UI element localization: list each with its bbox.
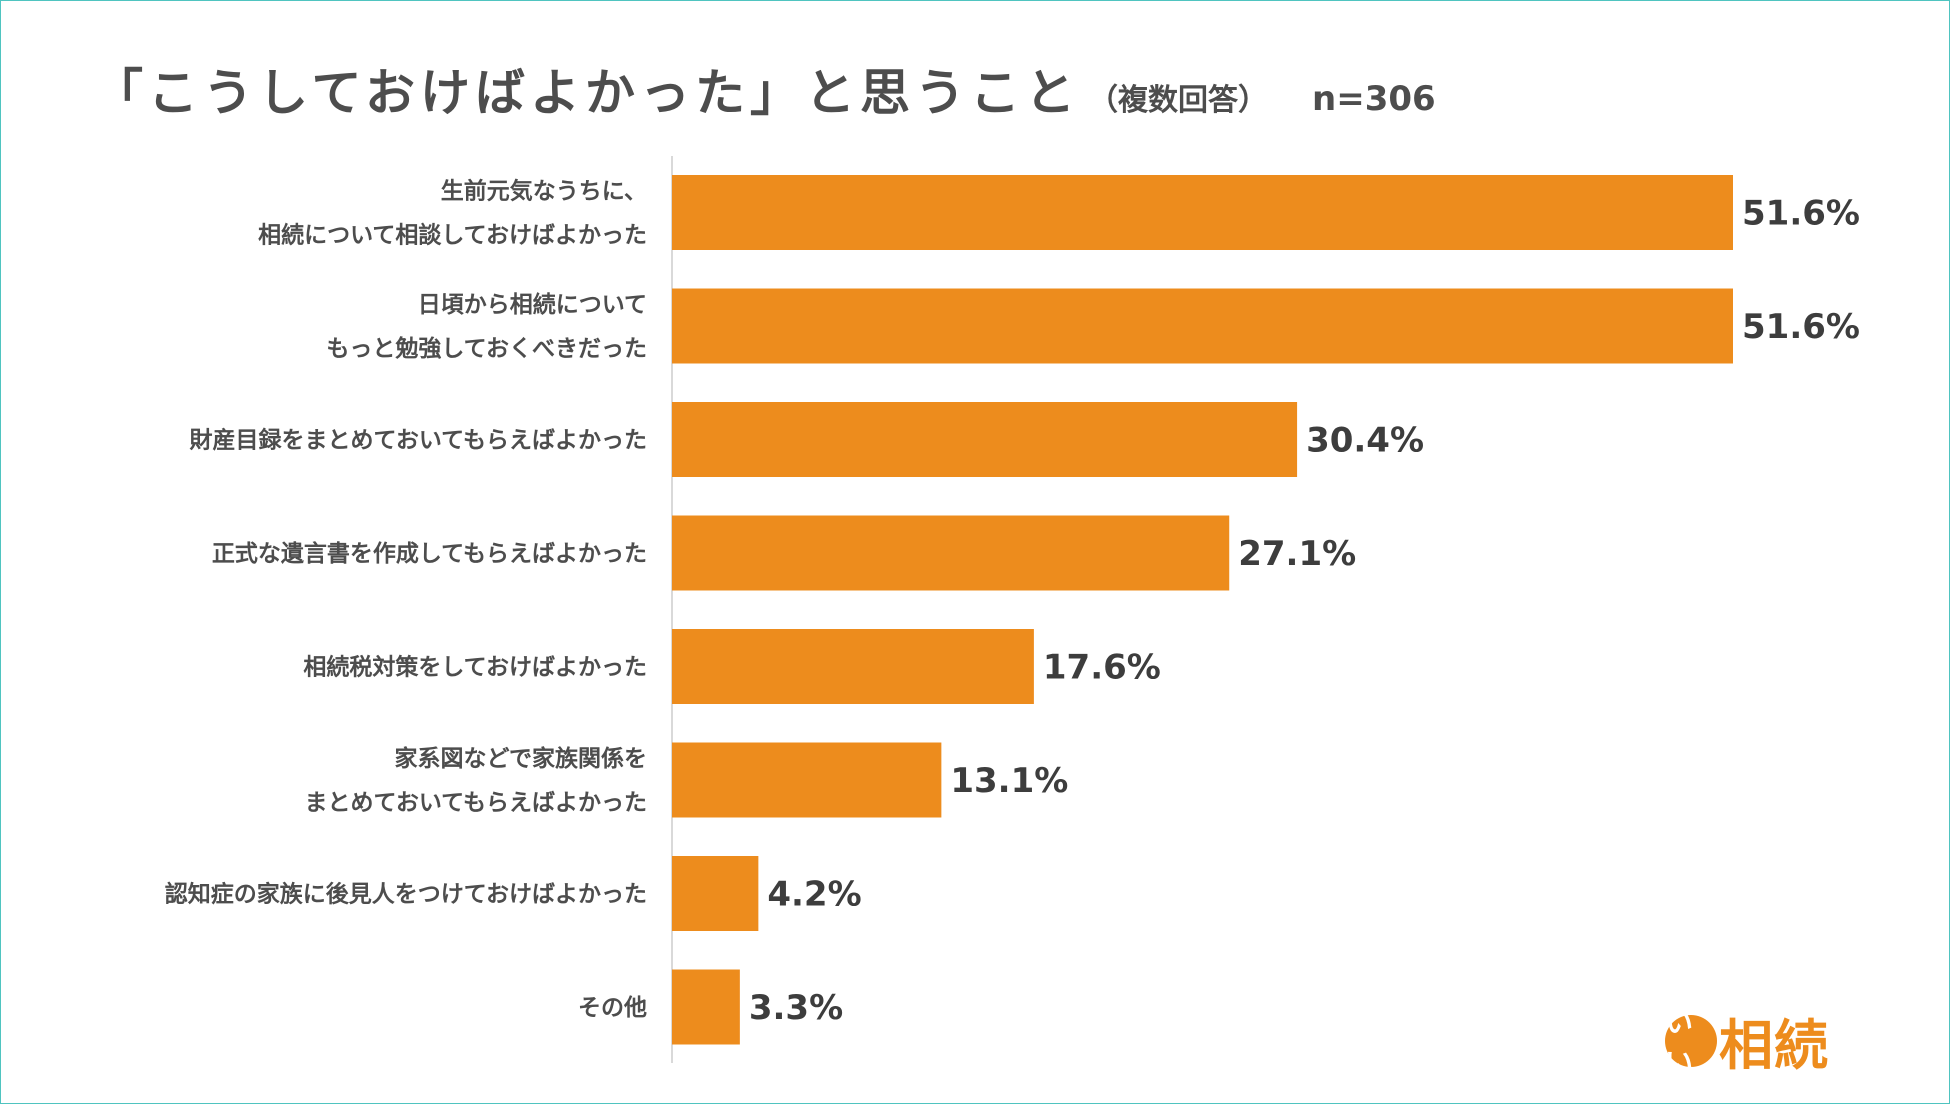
sample-size: n=306 <box>1312 79 1436 119</box>
bar <box>672 175 1733 250</box>
bar <box>672 402 1298 477</box>
bar <box>672 742 942 818</box>
bar <box>672 856 759 931</box>
category-label-line: 家系図などで家族関係を <box>394 745 647 772</box>
title-row: 「こうしておけばよかった」と思うこと （複数回答） n=306 <box>93 53 1436 125</box>
value-label: 3.3% <box>749 988 843 1028</box>
value-label: 27.1% <box>1238 534 1356 574</box>
category-label-line: まとめておいてもらえばよかった <box>305 790 647 816</box>
category-label-line: 正式な遺言書を作成してもらえばよかった <box>212 540 647 567</box>
category-label: 家系図などで家族関係をまとめておいてもらえばよかった <box>305 745 647 816</box>
chart-title: 「こうしておけばよかった」と思うこと <box>93 64 1080 122</box>
value-label: 51.6% <box>1742 307 1860 347</box>
bar <box>672 969 740 1045</box>
category-label: 認知症の家族に後見人をつけておけばよかった <box>165 881 647 908</box>
category-label-line: 相続税対策をしておけばよかった <box>303 654 647 681</box>
category-label-line: 生前元気なうちに、 <box>441 178 647 205</box>
category-label: 日頃から相続についてもっと勉強しておくべきだった <box>326 291 647 362</box>
bar <box>672 515 1230 591</box>
logo: いい 相続 <box>1665 1001 1829 1080</box>
category-label-line: その他 <box>578 995 647 1021</box>
category-label: 相続税対策をしておけばよかった <box>303 654 647 681</box>
value-label: 4.2% <box>767 875 861 915</box>
category-label: 生前元気なうちに、相続について相談しておけばよかった <box>258 178 647 249</box>
bar <box>672 629 1034 704</box>
category-label: 正式な遺言書を作成してもらえばよかった <box>212 540 647 567</box>
category-label-line: 相続について相談しておけばよかった <box>258 222 647 249</box>
value-label: 30.4% <box>1306 421 1424 461</box>
category-label-line: 財産目録をまとめておいてもらえばよかった <box>190 427 647 454</box>
category-label-line: 日頃から相続について <box>418 291 647 318</box>
logo-circle: いい <box>1665 1006 1717 1079</box>
bar <box>672 288 1733 364</box>
category-label: その他 <box>578 995 647 1021</box>
chart-subtitle: （複数回答） <box>1088 83 1268 118</box>
category-label-line: もっと勉強しておくべきだった <box>326 335 647 362</box>
category-label-line: 認知症の家族に後見人をつけておけばよかった <box>165 881 647 908</box>
value-label: 13.1% <box>950 761 1068 801</box>
logo-text: 相続 <box>1719 1014 1829 1077</box>
category-label: 財産目録をまとめておいてもらえばよかった <box>190 427 647 454</box>
value-label: 51.6% <box>1742 194 1860 234</box>
value-label: 17.6% <box>1043 648 1161 688</box>
